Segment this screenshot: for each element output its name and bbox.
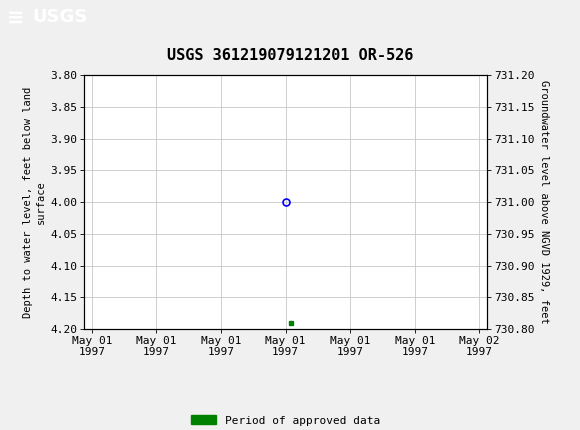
Legend: Period of approved data: Period of approved data: [187, 411, 385, 430]
Y-axis label: Groundwater level above NGVD 1929, feet: Groundwater level above NGVD 1929, feet: [539, 80, 549, 324]
Text: ≡: ≡: [7, 7, 24, 28]
Text: USGS: USGS: [32, 9, 87, 27]
Text: USGS 361219079121201 OR-526: USGS 361219079121201 OR-526: [167, 48, 413, 63]
Y-axis label: Depth to water level, feet below land
surface: Depth to water level, feet below land su…: [23, 86, 46, 318]
